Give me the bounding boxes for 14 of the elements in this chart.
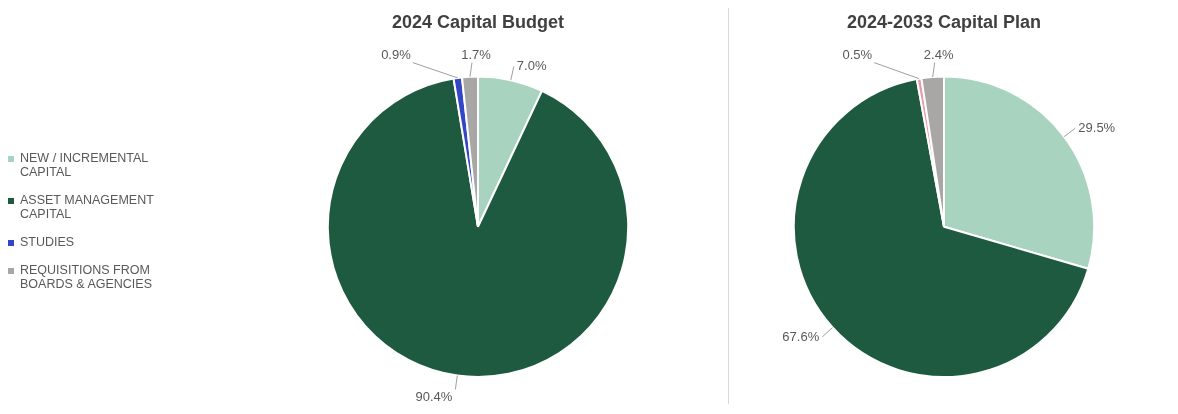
legend-label: ASSET MANAGEMENT CAPITAL: [20, 193, 155, 221]
legend-label: STUDIES: [20, 235, 76, 249]
data-label: 0.9%: [381, 46, 412, 62]
data-label: 2.4%: [923, 46, 954, 62]
data-label: 7.0%: [516, 58, 547, 74]
data-label: 67.6%: [782, 328, 820, 344]
data-label: 1.7%: [461, 46, 492, 62]
legend-label: NEW / INCREMENTAL CAPITAL: [20, 151, 149, 179]
chart-title: 2024-2033 Capital Plan: [846, 11, 1042, 32]
data-label: 29.5%: [1078, 119, 1116, 135]
chart-title: 2024 Capital Budget: [391, 11, 565, 32]
data-label: 90.4%: [415, 389, 453, 405]
data-label: 0.5%: [842, 46, 873, 62]
legend-label: REQUISITIONS FROM BOARDS & AGENCIES: [20, 263, 153, 291]
